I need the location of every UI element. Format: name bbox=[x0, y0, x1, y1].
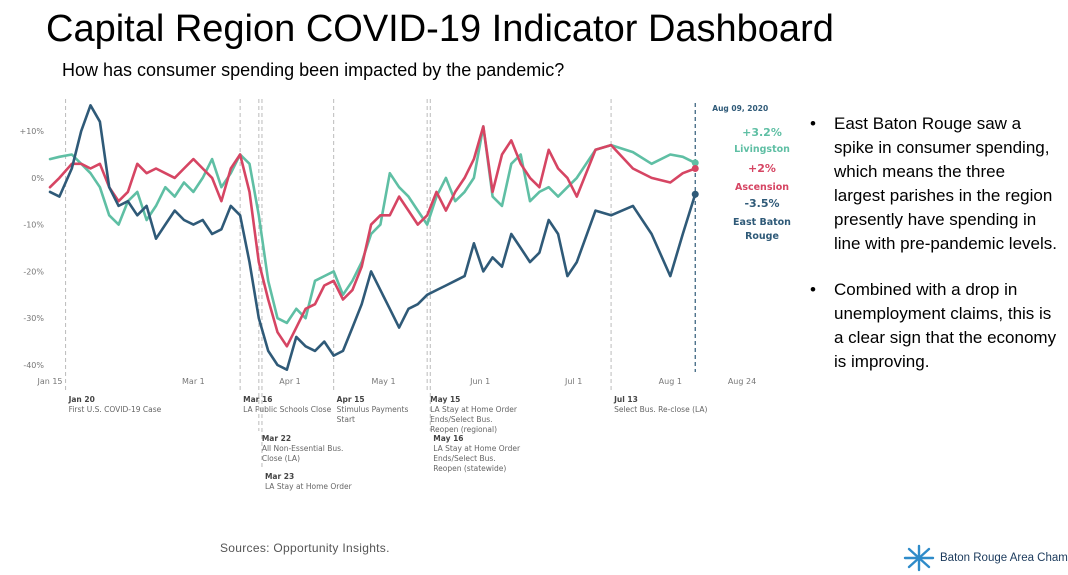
x-tick-label: Mar 1 bbox=[182, 377, 205, 386]
source-note: Sources: Opportunity Insights. bbox=[220, 541, 390, 555]
event-description: Stimulus Payments bbox=[337, 405, 409, 414]
event-description: Reopen (regional) bbox=[430, 425, 497, 434]
event-description: LA Stay at Home Order bbox=[433, 444, 521, 453]
y-tick-label: -30% bbox=[23, 314, 44, 323]
event-description: Start bbox=[337, 415, 355, 424]
series-end-point bbox=[691, 190, 699, 198]
key-takeaways: • East Baton Rouge saw a spike in consum… bbox=[808, 112, 1058, 396]
series-end-point bbox=[691, 159, 699, 167]
takeaway-item: • East Baton Rouge saw a spike in consum… bbox=[808, 112, 1058, 256]
x-tick-label: Apr 1 bbox=[279, 377, 300, 386]
event-description: Ends/Select Bus. bbox=[433, 454, 495, 463]
y-tick-label: -20% bbox=[23, 267, 44, 276]
x-tick-label: Jan 15 bbox=[36, 377, 62, 386]
takeaway-item: • Combined with a drop in unemployment c… bbox=[808, 278, 1058, 374]
series-line-east-baton-rouge bbox=[48, 104, 697, 371]
event-date-label: Mar 16 bbox=[243, 395, 272, 404]
end-value-label: +2% bbox=[748, 162, 776, 175]
chamber-logo-text: Baton Rouge Area Chamber. bbox=[940, 552, 1068, 564]
event-description: Close (LA) bbox=[262, 454, 300, 463]
end-value-label: +3.2% bbox=[742, 126, 782, 139]
end-date-label: Aug 09, 2020 bbox=[712, 104, 768, 113]
dashboard-title: Capital Region COVID-19 Indicator Dashbo… bbox=[46, 8, 834, 50]
x-tick-label: Jul 1 bbox=[564, 377, 582, 386]
series-line-ascension bbox=[48, 125, 697, 348]
bullet-icon: • bbox=[810, 280, 816, 299]
event-date-label: Jul 13 bbox=[613, 395, 638, 404]
event-description: First U.S. COVID-19 Case bbox=[69, 405, 162, 414]
y-tick-label: -40% bbox=[23, 361, 44, 370]
event-date-label: Mar 22 bbox=[262, 434, 291, 443]
chamber-logo: Baton Rouge Area Chamber. bbox=[902, 544, 1068, 572]
event-description: Reopen (statewide) bbox=[433, 464, 506, 473]
event-description: Ends/Select Bus. bbox=[430, 415, 492, 424]
x-tick-label: Jun 1 bbox=[469, 377, 490, 386]
bullet-icon: • bbox=[810, 114, 816, 133]
event-description: All Non-Essential Bus. bbox=[262, 444, 344, 453]
event-date-label: May 16 bbox=[433, 434, 463, 443]
x-tick-label: Aug 24 bbox=[728, 377, 756, 386]
event-description: Select Bus. Re-close (LA) bbox=[614, 405, 707, 414]
x-tick-label: May 1 bbox=[371, 377, 395, 386]
end-series-name: Rouge bbox=[745, 231, 779, 242]
chamber-logo-icon bbox=[903, 544, 935, 572]
end-series-name: Ascension bbox=[735, 182, 789, 193]
event-date-label: Mar 23 bbox=[265, 472, 294, 481]
series-line-livingston bbox=[48, 125, 697, 325]
event-date-label: Jan 20 bbox=[68, 395, 95, 404]
dashboard-subtitle: How has consumer spending been impacted … bbox=[62, 60, 565, 80]
y-tick-label: +10% bbox=[20, 127, 45, 136]
end-series-name: Livingston bbox=[734, 144, 790, 155]
event-date-label: Apr 15 bbox=[337, 395, 365, 404]
series-end-point bbox=[691, 164, 699, 172]
event-date-label: May 15 bbox=[430, 395, 460, 404]
x-tick-label: Aug 1 bbox=[659, 377, 682, 386]
event-description: LA Stay at Home Order bbox=[430, 405, 518, 414]
event-description: LA Stay at Home Order bbox=[265, 482, 353, 491]
y-tick-label: 0% bbox=[31, 174, 44, 183]
end-series-name: East Baton bbox=[733, 217, 791, 228]
takeaway-text: East Baton Rouge saw a spike in consumer… bbox=[834, 114, 1057, 253]
takeaway-text: Combined with a drop in unemployment cla… bbox=[834, 280, 1057, 371]
event-description: LA Public Schools Close bbox=[243, 405, 331, 414]
y-tick-label: -10% bbox=[23, 221, 44, 230]
end-value-label: -3.5% bbox=[744, 197, 779, 210]
consumer-spending-chart: +10% 0% -10% -20% -30% -40% Jan 15 Mar 1 Apr 1 Ma… bbox=[20, 99, 791, 491]
